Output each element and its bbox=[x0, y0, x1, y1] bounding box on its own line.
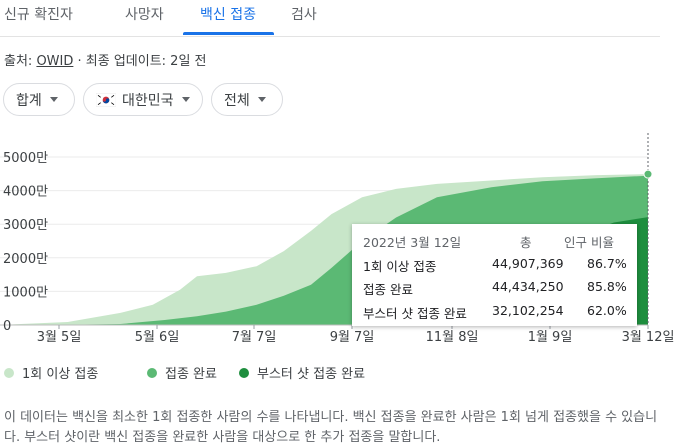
tooltip-row-label: 접종 완료 bbox=[363, 282, 413, 297]
tab-vaccinations[interactable]: 백신 접종 bbox=[200, 7, 256, 23]
y-tick-label: 1000만 bbox=[3, 285, 48, 300]
tooltip-row-label: 부스터 샷 접종 완료 bbox=[363, 306, 467, 321]
x-tick-label: 9월 7일 bbox=[330, 330, 375, 345]
tooltip-row-total: 44,434,250 bbox=[492, 279, 564, 294]
y-tick-label: 2000만 bbox=[3, 252, 48, 267]
caret-down-icon bbox=[181, 97, 190, 102]
source-link[interactable]: OWID bbox=[36, 54, 74, 69]
y-tick-label: 5000만 bbox=[3, 151, 48, 166]
legend-label: 1회 이상 접종 bbox=[22, 367, 99, 382]
x-tick-label: 3월 12일 bbox=[622, 330, 675, 345]
source-prefix: 출처: bbox=[4, 54, 37, 69]
x-tick-label: 7월 7일 bbox=[232, 330, 277, 345]
active-tab-indicator bbox=[183, 32, 274, 35]
y-tick-label: 0 bbox=[3, 319, 11, 334]
x-tick-label: 5월 6일 bbox=[135, 330, 180, 345]
chart-legend: 1회 이상 접종 접종 완료 부스터 샷 접종 완료 bbox=[0, 363, 687, 383]
tooltip-row-total: 32,102,254 bbox=[492, 303, 564, 318]
x-tick-label: 11월 8일 bbox=[426, 330, 479, 345]
scope-dropdown-label: 합계 bbox=[16, 92, 42, 109]
legend-item-booster[interactable]: 부스터 샷 접종 완료 bbox=[239, 363, 365, 382]
legend-dot-icon bbox=[4, 367, 14, 378]
legend-label: 부스터 샷 접종 완료 bbox=[257, 367, 366, 382]
country-dropdown-label: 대한민국 bbox=[122, 92, 174, 109]
tooltip-row-total: 44,907,369 bbox=[492, 256, 564, 271]
tooltip-row-ratio: 85.8% bbox=[587, 279, 627, 294]
legend-dot-icon bbox=[239, 367, 249, 378]
legend-item-one-dose[interactable]: 1회 이상 접종 bbox=[4, 363, 98, 382]
caret-down-icon bbox=[49, 97, 58, 102]
y-tick-label: 3000만 bbox=[3, 218, 48, 233]
legend-dot-icon bbox=[147, 367, 157, 378]
range-dropdown-label: 전체 bbox=[224, 92, 250, 109]
tab-bar: 신규 확진자 사망자 백신 접종 검사 bbox=[0, 0, 660, 37]
data-description: 이 데이터는 백신을 최소한 1회 접종한 사람의 수를 나타냅니다. 백신 접… bbox=[4, 410, 658, 445]
tooltip-header-total: 총 bbox=[520, 235, 532, 250]
y-tick-label: 4000만 bbox=[3, 185, 48, 200]
source-line: 출처: OWID · 최종 업데이트: 2일 전 bbox=[4, 50, 207, 69]
caret-down-icon bbox=[257, 97, 266, 102]
x-tick-label: 1월 9일 bbox=[528, 330, 573, 345]
country-dropdown[interactable]: 대한민국 bbox=[83, 83, 203, 116]
source-update: · 최종 업데이트: 2일 전 bbox=[73, 54, 207, 69]
range-dropdown[interactable]: 전체 bbox=[211, 83, 283, 116]
tab-new-cases[interactable]: 신규 확진자 bbox=[4, 7, 73, 23]
chart-tooltip: 2022년 3월 12일 총 인구 비율 1회 이상 접종 44,907,369… bbox=[352, 224, 637, 326]
scope-dropdown[interactable]: 합계 bbox=[3, 83, 75, 116]
tooltip-row-label: 1회 이상 접종 bbox=[363, 259, 437, 274]
tooltip-header-ratio: 인구 비율 bbox=[564, 235, 614, 250]
x-tick-label: 3월 5일 bbox=[37, 330, 82, 345]
tooltip-date: 2022년 3월 12일 bbox=[363, 235, 462, 250]
tooltip-row-ratio: 62.0% bbox=[587, 303, 627, 318]
tooltip-row-ratio: 86.7% bbox=[587, 256, 627, 271]
hover-point bbox=[643, 169, 653, 179]
legend-label: 접종 완료 bbox=[165, 367, 217, 382]
legend-item-full[interactable]: 접종 완료 bbox=[147, 363, 217, 382]
tab-deaths[interactable]: 사망자 bbox=[125, 7, 164, 23]
korea-flag-icon bbox=[96, 92, 116, 107]
tab-testing[interactable]: 검사 bbox=[291, 7, 317, 23]
